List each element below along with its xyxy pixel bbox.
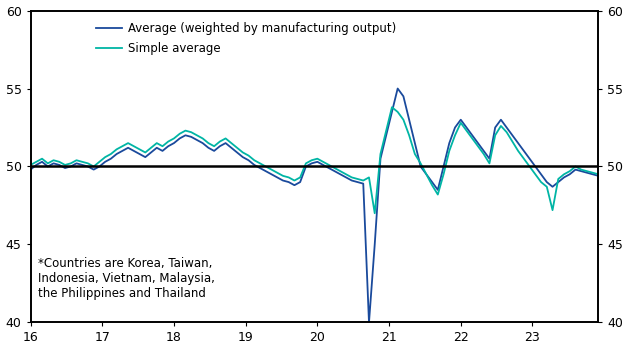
Average (weighted by manufacturing output): [394, 86, 401, 91]
Simple average: [577, 168, 585, 172]
Simple average: [27, 163, 35, 167]
Average (weighted by manufacturing output): [365, 320, 373, 324]
Average (weighted by manufacturing output): [577, 169, 585, 173]
Simple average: [594, 172, 602, 176]
Average (weighted by manufacturing output): [320, 163, 327, 167]
Average (weighted by manufacturing output): [136, 152, 143, 156]
Average (weighted by manufacturing output): [594, 174, 602, 178]
Average (weighted by manufacturing output): [27, 168, 35, 172]
Line: Average (weighted by manufacturing output): Average (weighted by manufacturing outpu…: [31, 89, 598, 322]
Text: *Countries are Korea, Taiwan,
Indonesia, Vietnam, Malaysia,
the Philippines and : *Countries are Korea, Taiwan, Indonesia,…: [38, 257, 214, 300]
Average (weighted by manufacturing output): [560, 175, 568, 180]
Simple average: [365, 175, 373, 180]
Legend: Average (weighted by manufacturing output), Simple average: Average (weighted by manufacturing outpu…: [93, 20, 398, 57]
Simple average: [159, 144, 166, 148]
Line: Simple average: Simple average: [31, 107, 598, 213]
Simple average: [388, 105, 396, 109]
Simple average: [371, 211, 379, 215]
Simple average: [560, 172, 568, 176]
Simple average: [320, 160, 327, 164]
Simple average: [136, 147, 143, 152]
Average (weighted by manufacturing output): [159, 149, 166, 153]
Average (weighted by manufacturing output): [371, 242, 379, 246]
